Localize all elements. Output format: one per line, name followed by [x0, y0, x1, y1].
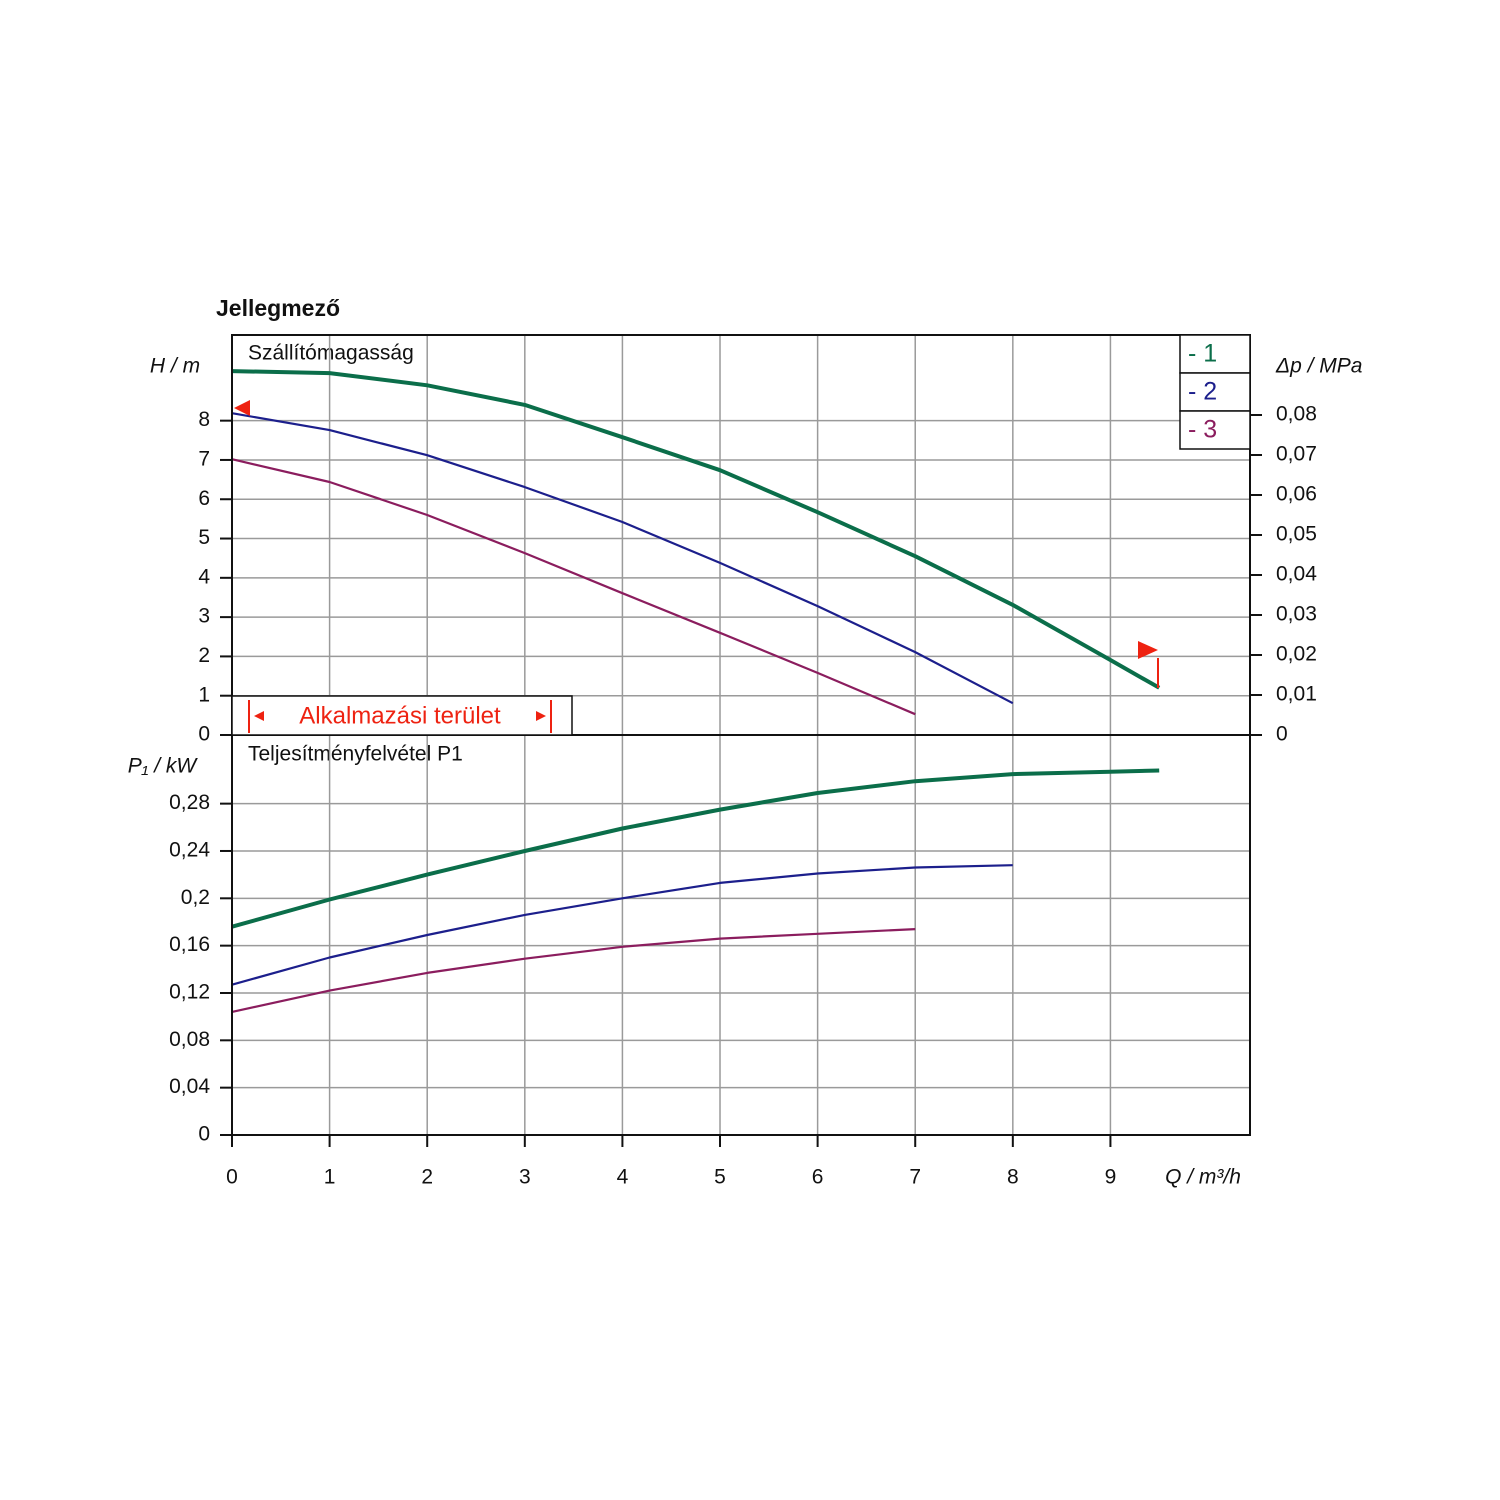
- plot: [231, 369, 1161, 1013]
- annotation: Alkalmazási terület: [299, 702, 501, 729]
- legend-box: [1179, 334, 1251, 374]
- y-tick-label: 6: [198, 487, 210, 510]
- panel-title: Teljesítményfelvétel P1: [248, 743, 463, 766]
- y2-tick-label: 0,03: [1276, 603, 1317, 626]
- y-tick-label: 3: [198, 605, 210, 628]
- y2-axis-label: Δp / MPa: [1275, 355, 1362, 378]
- y2-tick-label: 0: [1276, 723, 1288, 746]
- y2-tick-label: 0,06: [1276, 483, 1317, 506]
- y2-tick-label: 0,01: [1276, 683, 1317, 706]
- y2-tick-label: 0,05: [1276, 523, 1317, 546]
- y-tick-label: 0,04: [169, 1075, 210, 1098]
- y2-tick-label: 0,07: [1276, 443, 1317, 466]
- x-tick-label: 7: [909, 1166, 921, 1189]
- y-tick-label: 0,28: [169, 791, 210, 814]
- legend-label: - 1: [1188, 340, 1217, 368]
- x-tick-label: 3: [519, 1166, 531, 1189]
- y-axis-label: H / m: [150, 355, 200, 378]
- y-tick-label: 2: [198, 644, 210, 667]
- legend-box: [1179, 410, 1251, 450]
- y-tick-label: 1: [198, 683, 210, 706]
- chart-title: Jellegmező: [216, 295, 340, 321]
- y-tick-label: 5: [198, 526, 210, 549]
- annotation-box: [231, 695, 573, 736]
- x-axis-label: Q / m³/h: [1165, 1166, 1241, 1189]
- x-tick-label: 0: [226, 1166, 238, 1189]
- y-tick-label: 0,08: [169, 1028, 210, 1051]
- y-tick-label: 0,12: [169, 981, 210, 1004]
- y-tick-label: 0: [198, 1123, 210, 1146]
- x-tick-label: 2: [421, 1166, 433, 1189]
- y-tick-label: 4: [198, 565, 210, 588]
- x-tick-label: 6: [812, 1166, 824, 1189]
- grid: [220, 335, 1262, 1147]
- x-tick-label: 8: [1007, 1166, 1019, 1189]
- legend-label: - 2: [1188, 378, 1217, 406]
- panel-title: Szállítómagasság: [248, 342, 414, 365]
- y2-tick-label: 0,08: [1276, 403, 1317, 426]
- y-tick-label: 8: [198, 408, 210, 431]
- legend-box: [1179, 372, 1251, 412]
- y-tick-label: 7: [198, 447, 210, 470]
- x-tick-label: 1: [324, 1166, 336, 1189]
- range-arrow: [536, 711, 546, 721]
- range-arrow: [254, 711, 264, 721]
- curve: [231, 864, 1013, 986]
- curve: [231, 458, 916, 716]
- curve: [231, 412, 1014, 705]
- x-tick-label: 4: [617, 1166, 629, 1189]
- x-tick-label: 5: [714, 1166, 726, 1189]
- legend-label: - 3: [1188, 416, 1217, 444]
- y-tick-label: 0,24: [169, 839, 210, 862]
- y2-tick-label: 0,04: [1276, 563, 1317, 586]
- curve: [231, 928, 916, 1013]
- y-tick-label: 0,16: [169, 933, 210, 956]
- y-tick-label: 0: [198, 723, 210, 746]
- curve: [231, 369, 1161, 690]
- curve: [231, 768, 1160, 929]
- y2-tick-label: 0,02: [1276, 643, 1317, 666]
- x-tick-label: 9: [1105, 1166, 1117, 1189]
- y-tick-label: 0,2: [181, 886, 210, 909]
- range-marker: [1138, 641, 1158, 659]
- y-axis-label: P₁ / kW: [128, 755, 199, 778]
- range-marker: [234, 400, 250, 416]
